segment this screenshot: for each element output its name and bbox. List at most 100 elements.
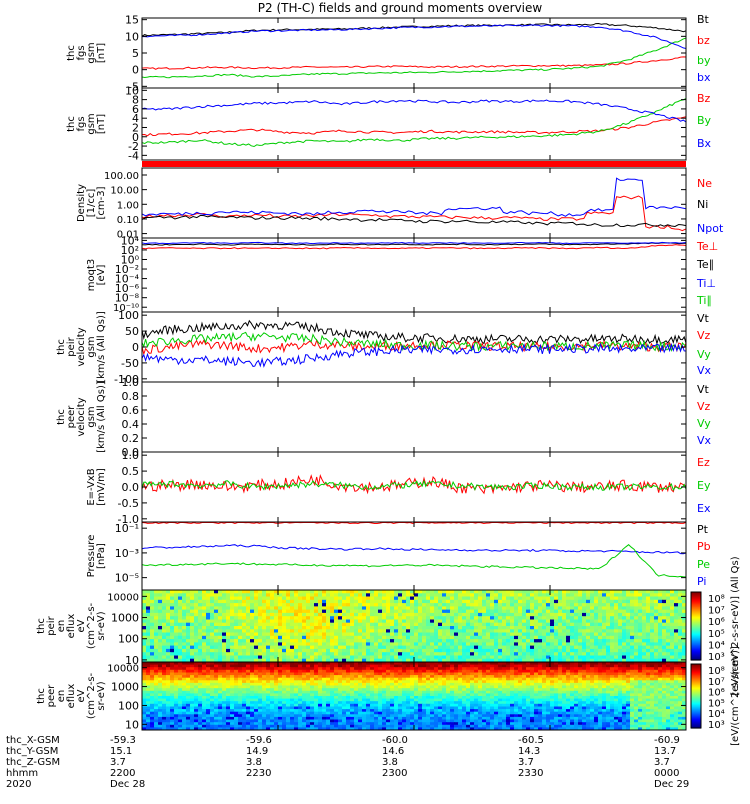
y-tick-label: 100.00 <box>104 171 139 182</box>
y-axis-label: [km/s (All Qs)] <box>96 311 107 383</box>
y-tick-label: 10 <box>125 30 139 43</box>
y-tick-label: 10.00 <box>110 186 139 197</box>
y-axis-label: [nPa] <box>96 543 107 569</box>
panel-frame <box>142 382 686 452</box>
legend-Bz: Bz <box>697 92 711 105</box>
legend-Vz: Vz <box>697 400 711 413</box>
legend-By: By <box>697 114 712 127</box>
y-axis-label: [km/s (All Qs)] <box>96 381 107 453</box>
panel-plot-area <box>142 242 686 248</box>
quality-flag-bar <box>142 161 686 167</box>
y-tick-label: 0.2 <box>122 432 140 445</box>
y-tick-label: 0.6 <box>122 404 140 417</box>
legend-by: by <box>697 54 711 67</box>
y-axis-label: [nT] <box>96 114 107 134</box>
legend-bx: bx <box>697 71 711 84</box>
series-Vt <box>142 321 686 344</box>
legend-Npot: Npot <box>697 222 724 235</box>
y-tick-label: 100 <box>118 309 139 322</box>
panel-plot-area <box>142 590 687 663</box>
legend-Vx: Vx <box>697 364 712 377</box>
legend-Ez: Ez <box>697 456 710 469</box>
series-Bz <box>142 117 686 136</box>
panel-frame <box>142 522 686 590</box>
y-tick-label: 0 <box>132 64 139 77</box>
y-tick-label: 0.0 <box>122 481 140 494</box>
y-tick-label: -4 <box>128 149 139 162</box>
y-tick-label: 0.4 <box>122 418 140 431</box>
legend-Te∥: Te∥ <box>696 258 714 271</box>
y-tick-label: 100 <box>118 633 139 646</box>
panel-plot-area <box>142 98 686 146</box>
panel-temperature: 10⁴10²10⁰10⁻²10⁻⁴10⁻⁶10⁻⁸10⁻¹⁰moqt3[eV]T… <box>86 234 718 314</box>
panel-density: 100.0010.001.000.100.01Density[1/cc][cm-… <box>76 168 724 241</box>
series-by <box>142 38 686 78</box>
legend-Ti∥: Ti∥ <box>696 294 712 307</box>
y-tick-label: 0.8 <box>122 390 140 403</box>
y-tick-label: 1.0 <box>122 449 140 462</box>
legend-Vt: Vt <box>697 312 710 325</box>
legend-bz: bz <box>697 34 710 47</box>
y-axis-label: [mV/m] <box>96 468 107 506</box>
panel-plot-area <box>142 24 686 78</box>
y-tick-label: 1.0 <box>122 376 140 389</box>
legend-Bx: Bx <box>697 137 712 150</box>
panel-frame <box>142 238 686 312</box>
legend-Ni: Ni <box>697 198 708 211</box>
panel-frame <box>142 18 686 88</box>
series-Bx <box>142 100 686 122</box>
panel-plot-area <box>142 523 686 577</box>
y-tick-label: -0.5 <box>118 497 139 510</box>
legend-Vy: Vy <box>697 348 711 361</box>
panel-plot-area <box>142 321 686 367</box>
panel-frame <box>142 168 686 238</box>
legend-Vz: Vz <box>697 329 711 342</box>
panel-plot-area <box>142 662 687 731</box>
y-tick-label: 15 <box>125 14 139 27</box>
legend-Pb: Pb <box>697 540 711 553</box>
figure-title: P2 (TH-C) fields and ground moments over… <box>258 1 543 15</box>
y-axis-label: [cm-3] <box>96 186 107 219</box>
y-tick-label: 10⁻⁵ <box>115 572 139 585</box>
series-Pe <box>142 545 686 577</box>
legend-Pi: Pi <box>697 575 706 588</box>
legend-Te⊥: Te⊥ <box>696 240 718 253</box>
y-tick-label: 1000 <box>111 612 139 625</box>
series-Npot <box>142 178 686 216</box>
legend-Bt: Bt <box>697 13 710 26</box>
legend-Ey: Ey <box>697 479 711 492</box>
legend-Vt: Vt <box>697 383 710 396</box>
series-Bt <box>142 24 686 37</box>
y-tick-label: 50 <box>125 325 139 338</box>
y-tick-label: 10000 <box>107 592 139 603</box>
y-axis-label: sr-eV) <box>96 611 107 640</box>
series-bz <box>142 57 686 69</box>
y-tick-label: 10⁻³ <box>115 547 139 560</box>
y-tick-label: 0.10 <box>117 215 139 226</box>
panel-frame <box>142 88 686 160</box>
y-tick-label: 5 <box>132 47 139 60</box>
legend-Vx: Vx <box>697 434 712 447</box>
legend-Ex: Ex <box>697 502 711 515</box>
y-tick-label: 10⁻¹ <box>115 522 139 535</box>
series-Pi <box>142 545 686 554</box>
panel-plot-area <box>142 178 686 230</box>
legend-Pe: Pe <box>697 558 710 571</box>
y-axis-label: [eV] <box>96 265 107 286</box>
legend-Ti⊥: Ti⊥ <box>696 277 716 290</box>
panel-plot-area <box>142 476 686 494</box>
legend-Ne: Ne <box>697 177 712 190</box>
y-tick-label: -50 <box>121 357 139 370</box>
y-tick-label: 0.5 <box>122 465 140 478</box>
